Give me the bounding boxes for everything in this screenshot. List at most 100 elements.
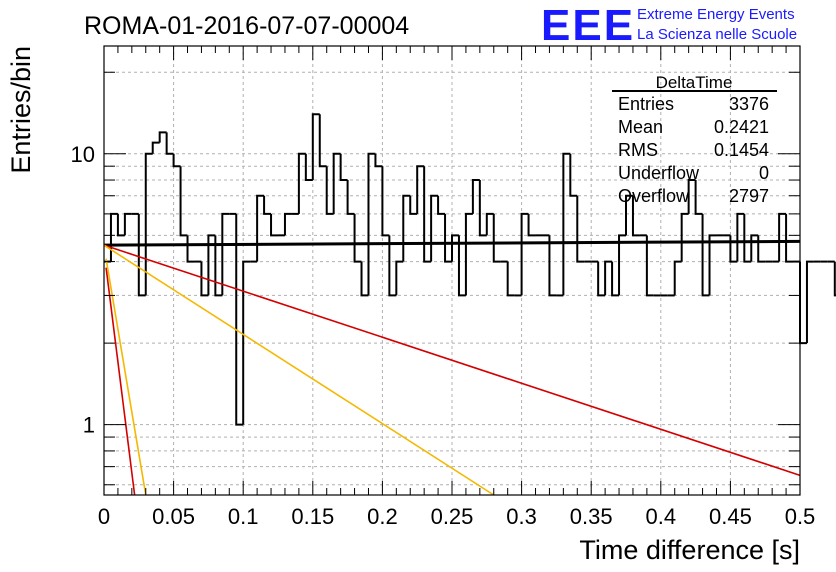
x-tick-label: 0.2 — [367, 504, 398, 529]
histogram-bin — [548, 235, 557, 297]
histogram-bin — [778, 212, 787, 262]
histogram-bin — [625, 194, 633, 236]
histogram-bin — [673, 260, 682, 296]
histogram-bin — [311, 113, 320, 181]
histogram-bin — [318, 114, 327, 168]
histogram-bin — [569, 153, 578, 197]
histogram-bin — [339, 153, 348, 182]
eee-logo: EEE Extreme Energy Events La Scienza nel… — [541, 1, 797, 50]
x-tick-label: 0.35 — [570, 504, 613, 529]
histogram-bin — [562, 152, 571, 296]
histogram-bin — [485, 212, 494, 236]
histogram-bin — [416, 165, 425, 214]
histogram-bin — [527, 213, 536, 237]
stats-label: RMS — [618, 140, 658, 160]
histogram-bin — [137, 213, 146, 297]
x-tick-label: 0.05 — [152, 504, 195, 529]
stats-label: Overflow — [618, 186, 690, 206]
histogram-bin — [506, 261, 515, 297]
histogram-bin — [437, 195, 446, 215]
fit-line — [105, 258, 147, 496]
stats-box: DeltaTime Entries 3376 Mean 0.2421 RMS 0.1454… — [612, 73, 777, 206]
histogram-bin — [597, 261, 606, 297]
histogram-bin — [346, 180, 355, 215]
stats-value: 0.1454 — [714, 140, 769, 160]
stats-value: 3376 — [729, 94, 769, 114]
histogram-bin — [708, 234, 717, 296]
histogram-bin — [123, 212, 132, 236]
histogram-bin — [283, 212, 292, 236]
fit-line — [105, 267, 136, 496]
histogram-bin — [144, 152, 153, 296]
histogram-bin — [297, 152, 306, 214]
histogram-bin — [200, 261, 209, 297]
logo-text: EEE — [541, 1, 635, 50]
x-tick-label: 0.4 — [646, 504, 677, 529]
histogram-bin — [165, 132, 174, 155]
histogram-bin — [464, 212, 473, 296]
stats-value: 0 — [759, 163, 769, 183]
x-tick-label: 0.5 — [785, 504, 816, 529]
x-tick-label: 0.45 — [709, 504, 752, 529]
histogram-bin — [687, 179, 696, 214]
histogram-bin — [374, 153, 383, 168]
histogram-bin — [242, 260, 251, 425]
histogram-bin — [833, 261, 836, 297]
histogram-bin — [172, 153, 181, 168]
fit-curves — [103, 239, 801, 496]
histogram-bin — [325, 166, 334, 215]
histogram-bin — [736, 212, 745, 262]
histogram-bin — [611, 261, 620, 297]
histogram-bin — [402, 194, 411, 262]
fit-line — [103, 239, 801, 247]
histogram-bin — [235, 213, 244, 426]
x-tick-label: 0.3 — [506, 504, 537, 529]
stats-label: Underflow — [618, 163, 700, 183]
fit-line — [103, 244, 801, 477]
histogram-bin — [360, 261, 369, 297]
chart-title: ROMA-01-2016-07-07-00004 — [84, 12, 409, 40]
histogram-bin — [680, 212, 689, 262]
histogram-bin — [618, 234, 626, 296]
histogram-bin — [694, 180, 703, 215]
histogram-bin — [430, 194, 439, 262]
stats-label: Entries — [618, 94, 674, 114]
histogram-bin — [270, 213, 278, 237]
histogram-bin — [492, 213, 501, 263]
histogram-bin — [631, 195, 640, 237]
histogram-bin — [221, 212, 230, 296]
histogram-bin — [520, 212, 529, 296]
histogram-bin — [388, 235, 397, 297]
histogram-bin — [367, 152, 376, 296]
histogram-bin — [179, 166, 188, 237]
stats-value: 0.2421 — [714, 117, 769, 137]
histogram-bin — [750, 234, 759, 262]
x-axis: 0 0.05 0.1 0.15 0.2 0.25 0.3 0.35 0.4 0.45 0.5 — [98, 46, 815, 529]
histogram-bin — [214, 235, 223, 297]
logo-line-2: La Scienza nelle Scuole — [637, 26, 797, 43]
y-tick-label: 10 — [71, 142, 95, 167]
y-tick-label: 1 — [83, 413, 95, 438]
stats-title: DeltaTime — [656, 73, 733, 92]
histogram-bin — [353, 213, 362, 263]
histogram-bin — [207, 234, 216, 296]
histogram-bin — [576, 195, 585, 263]
histogram-bin — [478, 180, 487, 237]
histogram-bin — [805, 260, 814, 344]
histogram-bin — [256, 194, 265, 262]
histogram-bin — [158, 131, 167, 143]
x-axis-label: Time difference [s] — [579, 535, 800, 565]
x-tick-label: 0.25 — [431, 504, 474, 529]
logo-line-1: Extreme Energy Events — [637, 6, 795, 23]
stats-label: Mean — [618, 117, 663, 137]
histogram-bin — [332, 152, 341, 214]
histogram-bin — [729, 235, 738, 263]
histogram-bin — [263, 195, 272, 215]
histogram-bin — [444, 213, 452, 263]
histogram-bin — [471, 179, 480, 214]
x-tick-label: 0 — [98, 504, 110, 529]
histogram-bin — [151, 141, 160, 154]
histogram-bin — [457, 235, 466, 297]
fit-line — [103, 244, 495, 496]
